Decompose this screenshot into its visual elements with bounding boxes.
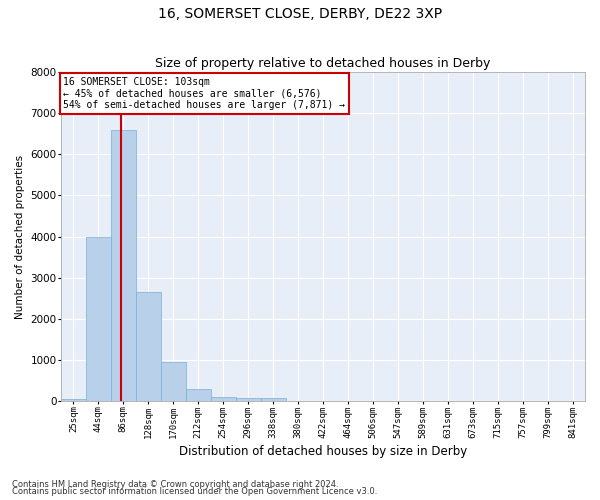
Y-axis label: Number of detached properties: Number of detached properties — [15, 154, 25, 318]
X-axis label: Distribution of detached houses by size in Derby: Distribution of detached houses by size … — [179, 444, 467, 458]
Bar — [111, 130, 136, 401]
Text: 16, SOMERSET CLOSE, DERBY, DE22 3XP: 16, SOMERSET CLOSE, DERBY, DE22 3XP — [158, 8, 442, 22]
Bar — [261, 398, 286, 401]
Title: Size of property relative to detached houses in Derby: Size of property relative to detached ho… — [155, 56, 491, 70]
Bar — [211, 396, 236, 401]
Text: Contains HM Land Registry data © Crown copyright and database right 2024.: Contains HM Land Registry data © Crown c… — [12, 480, 338, 489]
Bar — [86, 236, 110, 401]
Text: 16 SOMERSET CLOSE: 103sqm
← 45% of detached houses are smaller (6,576)
54% of se: 16 SOMERSET CLOSE: 103sqm ← 45% of detac… — [64, 77, 346, 110]
Bar — [236, 398, 260, 401]
Bar — [186, 389, 211, 401]
Bar — [136, 292, 161, 401]
Bar — [161, 362, 185, 401]
Text: Contains public sector information licensed under the Open Government Licence v3: Contains public sector information licen… — [12, 487, 377, 496]
Bar — [61, 398, 86, 401]
